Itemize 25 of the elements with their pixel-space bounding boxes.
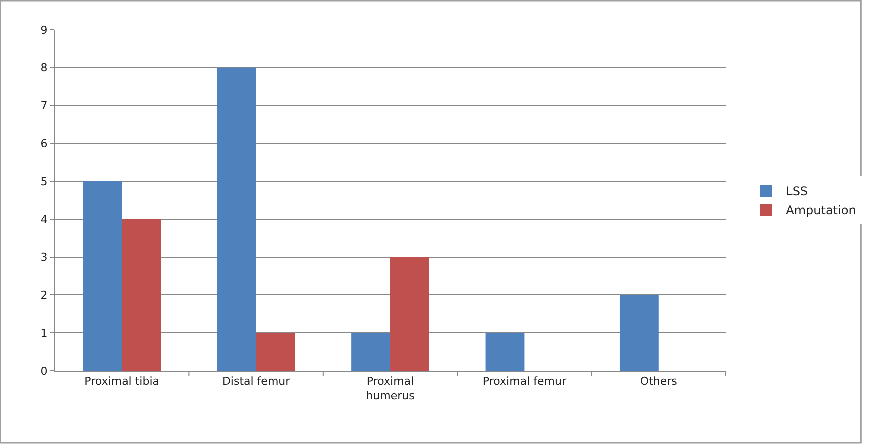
- y-tick-label: 2: [40, 289, 48, 302]
- y-tick-label: 3: [40, 251, 48, 264]
- bar: [486, 333, 525, 371]
- bar: [256, 333, 296, 371]
- y-tick-label: 9: [40, 24, 48, 37]
- x-tick-label: Proximal femur: [482, 375, 567, 388]
- y-tick-label: 1: [40, 326, 48, 340]
- bar: [217, 68, 256, 371]
- bar: [390, 257, 430, 371]
- y-tick-label: 4: [40, 213, 48, 226]
- x-tick-label: Proximal humerus: [366, 375, 416, 402]
- y-tick-label: 8: [40, 62, 48, 75]
- legend-label: LSS: [786, 184, 808, 199]
- y-tick-label: 0: [40, 364, 48, 378]
- y-tick-label: 7: [40, 100, 48, 113]
- y-tick-label: 6: [40, 138, 48, 151]
- bar: [620, 295, 659, 371]
- y-tick-label: 5: [40, 175, 48, 188]
- x-tick-label: Distal femur: [222, 375, 291, 388]
- x-tick-label: Proximal tibia: [84, 375, 160, 388]
- bar: [122, 219, 162, 371]
- legend-label: Amputation: [786, 204, 856, 218]
- x-tick-label: Others: [640, 375, 678, 388]
- bar: [83, 182, 122, 371]
- bar: [352, 333, 390, 371]
